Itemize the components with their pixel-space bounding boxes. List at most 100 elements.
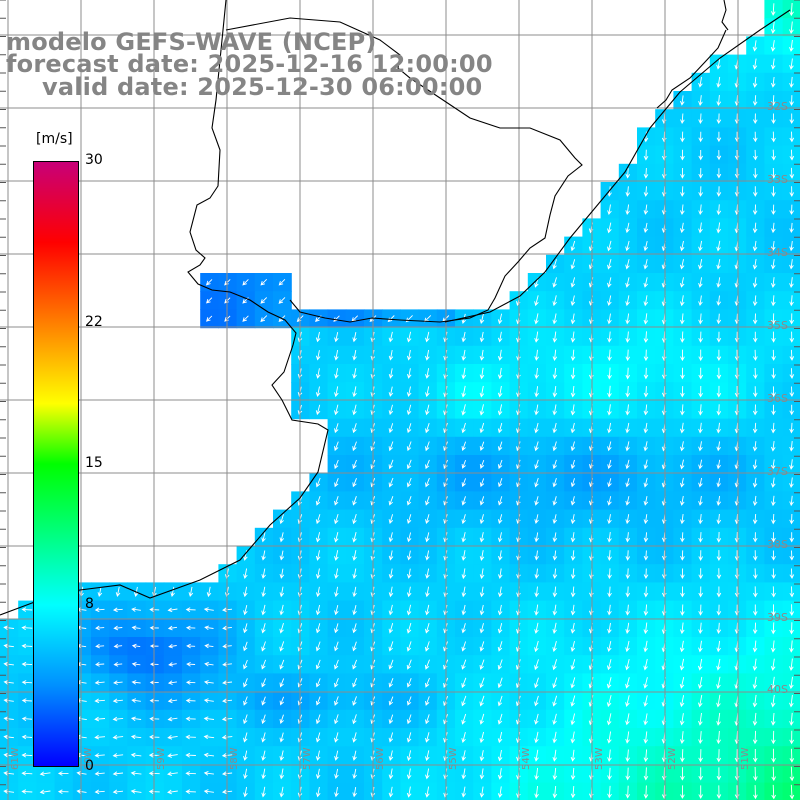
wind-arrow [315,514,321,525]
wind-arrow [752,640,758,653]
wind-arrow [625,604,631,616]
wind-arrow [607,785,612,799]
wind-arrow [461,478,467,488]
wind-arrow [625,550,631,561]
wind-arrow [625,204,630,216]
wind-arrow [334,678,339,688]
wind-arrow [94,734,106,740]
wind-arrow [424,659,430,670]
wind-arrow [698,459,703,470]
wind-arrow [680,404,685,416]
wind-arrow [552,331,558,343]
wind-arrow [334,441,339,452]
wind-arrow [698,441,703,452]
wind-arrow [497,659,503,670]
wind-arrow [789,712,794,726]
wind-arrow [679,477,685,488]
wind-arrow [497,750,503,762]
wind-arrow [552,640,557,653]
wind-arrow [679,204,685,216]
wind-arrow [771,766,777,782]
wind-arrow [57,771,69,776]
wind-arrow [461,659,467,670]
wind-arrow [789,186,795,197]
wind-arrow [771,95,776,106]
wind-arrow [203,752,215,758]
wind-arrow [334,696,339,706]
latitude-label: 34S [767,246,788,259]
wind-arrow [698,731,703,745]
wind-arrow [534,767,539,781]
wind-arrow [479,550,485,561]
wind-arrow [406,659,412,670]
wind-arrow [112,716,124,722]
wind-arrow [716,385,722,398]
wind-arrow [643,386,649,398]
wind-arrow [679,313,685,325]
wind-arrow [352,550,357,561]
wind-arrow [534,441,539,452]
wind-arrow [315,750,321,761]
wind-arrow [752,712,758,726]
wind-arrow [680,767,685,781]
wind-arrow [3,661,14,667]
coastline-segment [444,9,791,323]
wind-arrow [148,789,160,794]
wind-arrow [497,496,503,506]
wind-arrow [625,313,630,325]
wind-arrow [388,423,394,434]
wind-arrow [243,586,248,598]
wind-arrow [497,604,503,616]
wind-arrow [406,404,412,416]
wind-arrow [497,677,503,689]
wind-arrow [607,295,612,307]
wind-arrow [770,441,776,452]
wind-arrow [698,131,703,143]
wind-arrow [167,753,178,758]
wind-arrow [242,279,249,286]
wind-arrow [204,643,214,649]
wind-arrow [789,277,794,288]
wind-arrow [752,441,758,452]
wind-arrow [570,459,576,470]
longitude-label: 55W [448,747,459,770]
wind-arrow [261,623,266,634]
wind-arrow [352,659,358,670]
wind-arrow [243,696,248,706]
wind-arrow [789,495,794,507]
wind-arrow [716,349,722,362]
wind-arrow [679,441,685,452]
wind-arrow [606,713,612,726]
wind-arrow [552,259,557,270]
wind-arrow [315,604,321,616]
wind-arrow [680,186,685,197]
wind-arrow [625,731,630,744]
wind-arrow [21,680,33,685]
wind-arrow [679,495,685,506]
wind-arrow [315,495,321,506]
wind-arrow [771,368,776,379]
wind-arrow [607,204,612,216]
wind-arrow [607,441,612,452]
wind-arrow [315,368,321,379]
wind-arrow [203,716,215,721]
wind-arrow [680,604,685,616]
wind-arrow [679,640,685,653]
wind-arrow [698,95,703,106]
wind-arrow [625,658,630,671]
wind-arrow [352,441,357,452]
wind-arrow [315,568,321,580]
wind-arrow [130,752,142,758]
wind-arrow [789,766,795,782]
wind-arrow [606,695,612,708]
wind-arrow [479,459,485,469]
wind-arrow [716,767,722,781]
wind-arrow [388,514,394,524]
wind-arrow [534,295,539,307]
wind-arrow [461,404,466,416]
wind-arrow [698,640,703,653]
wind-arrow [570,677,576,689]
wind-arrow [771,784,777,800]
wind-arrow [185,607,196,612]
wind-arrow [203,734,215,740]
